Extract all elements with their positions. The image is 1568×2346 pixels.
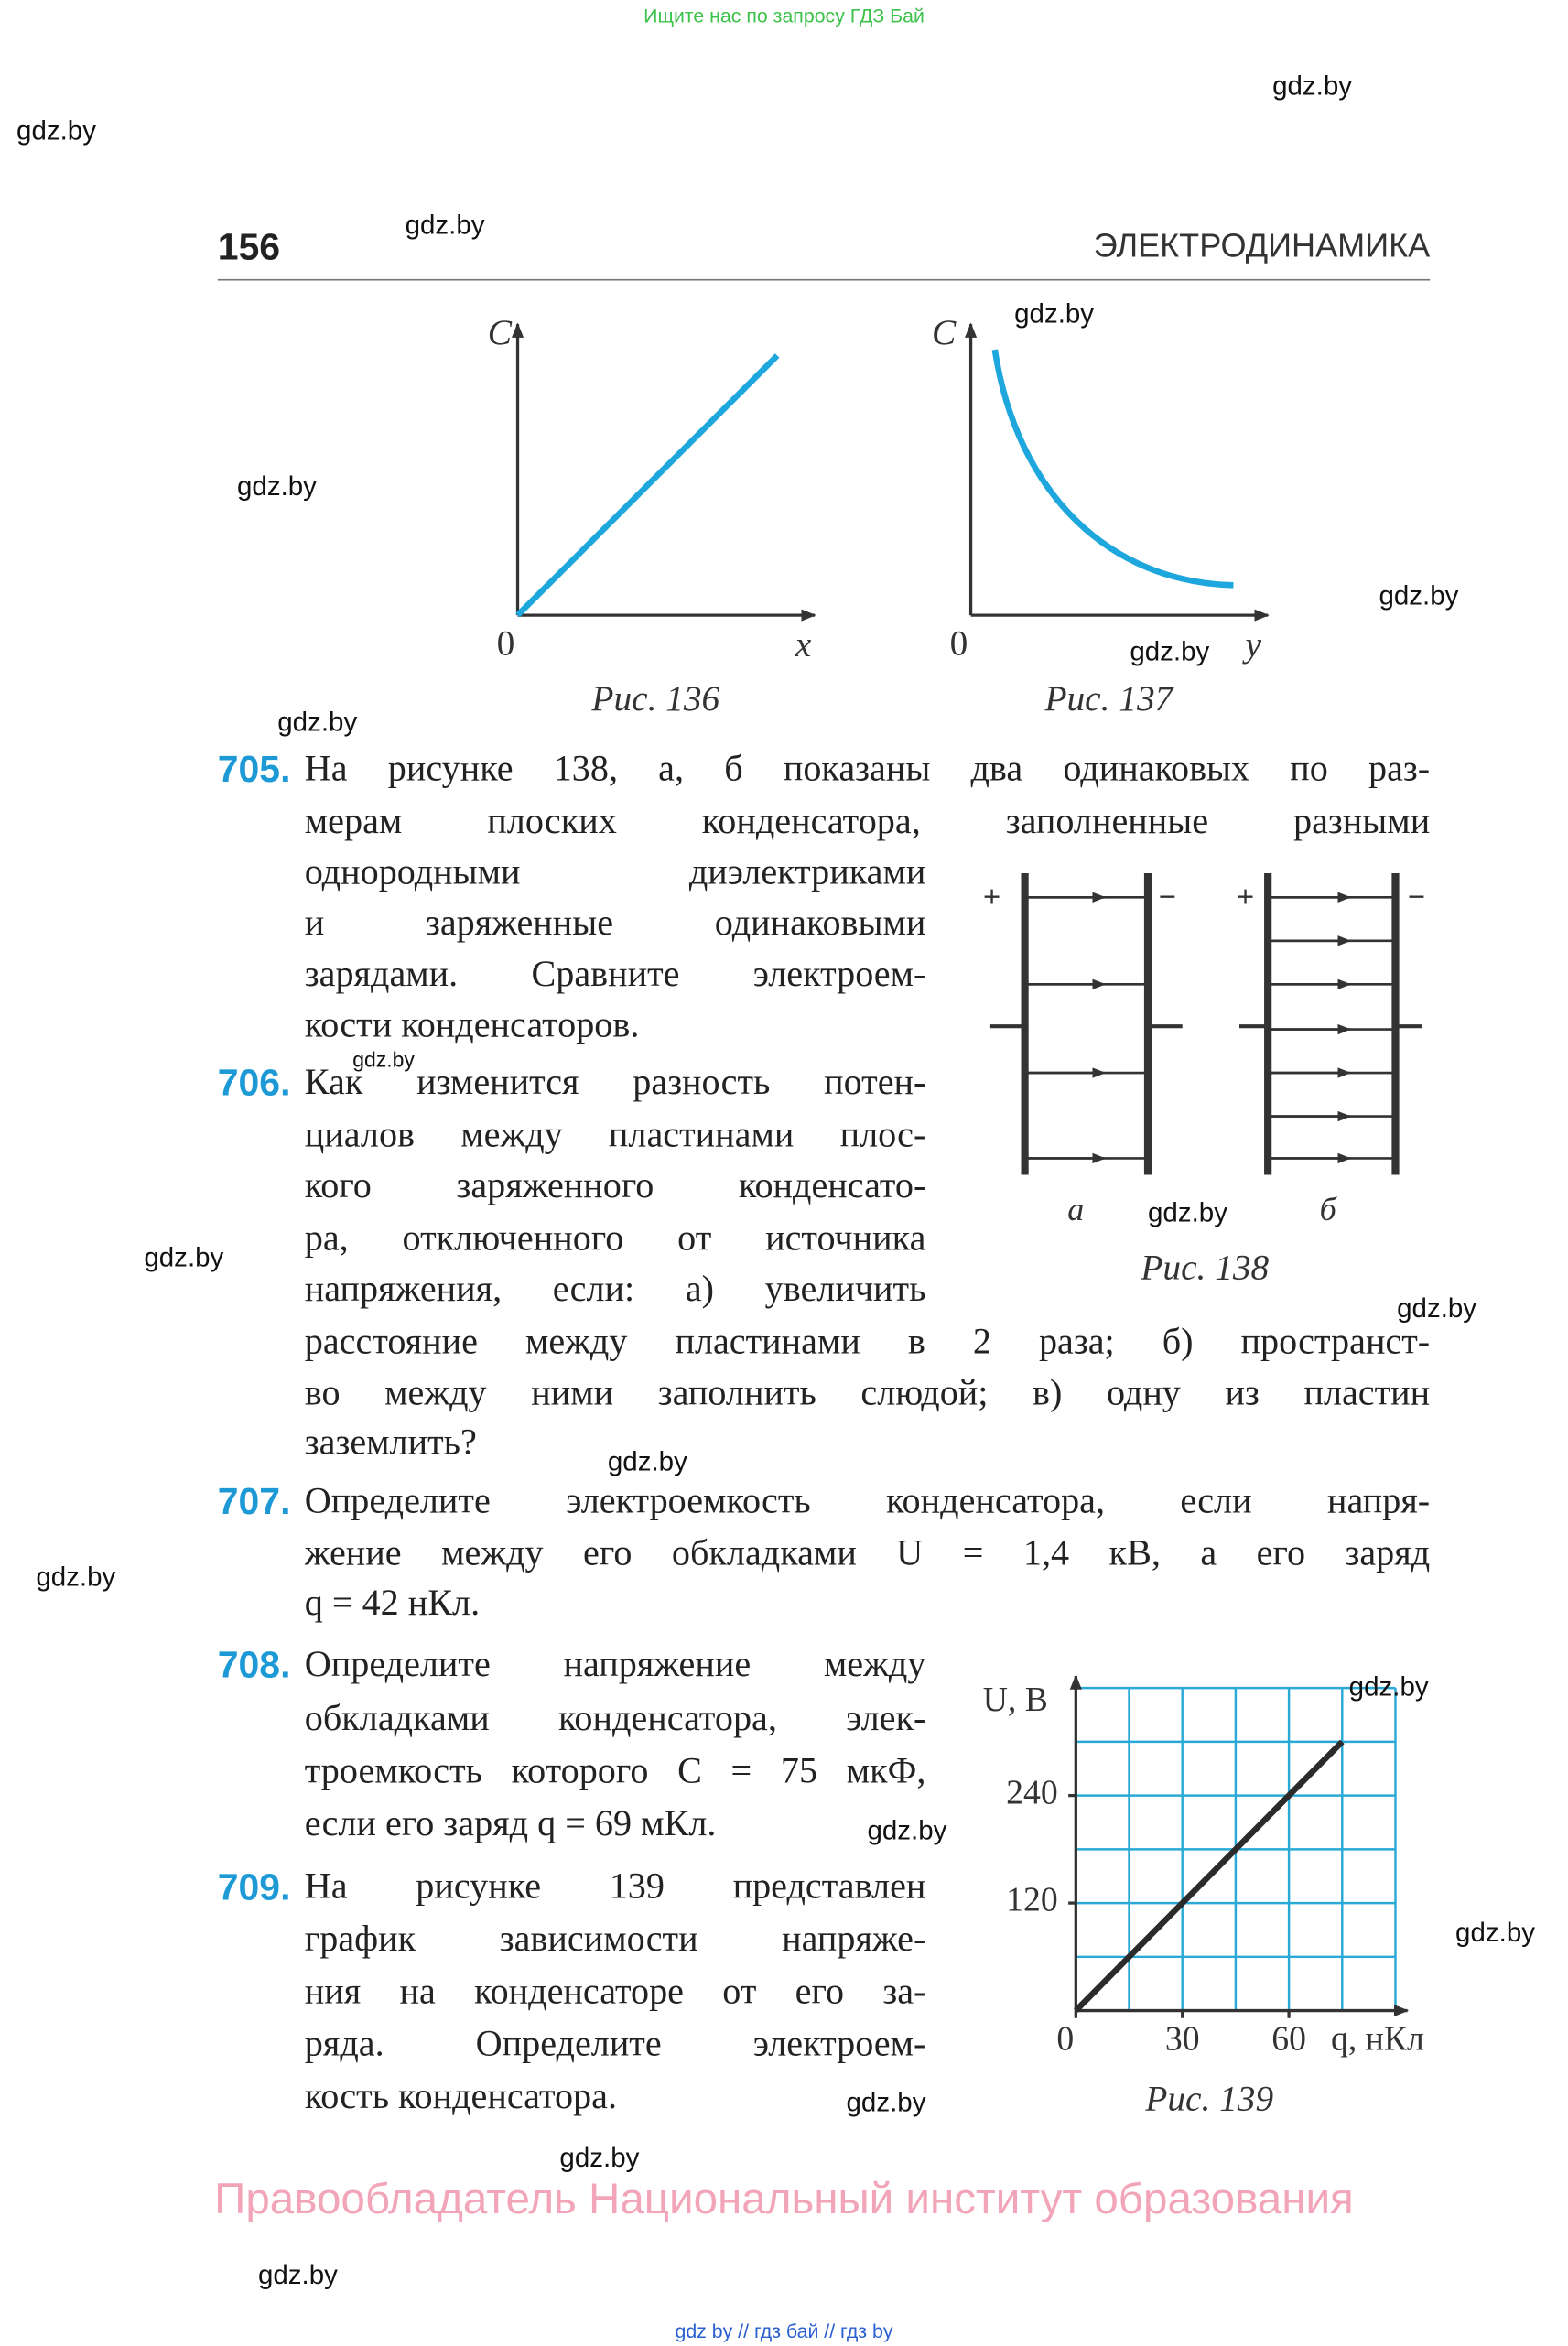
watermark: gdz.by	[1455, 1917, 1536, 1948]
problem-text: Определите электроемкость конденсатора, …	[304, 1480, 1431, 1522]
data-line	[1073, 1739, 1345, 2013]
top-banner: Ищите нас по запросу ГДЗ Бай	[643, 4, 925, 27]
problem-text: ряда. Определите электроем-	[304, 2024, 926, 2065]
caption: Рис. 139	[1144, 2079, 1273, 2119]
axis-label: x	[795, 624, 812, 665]
axis-label: C	[932, 312, 957, 352]
watermark: gdz.by	[1272, 70, 1353, 101]
origin-label: 0	[497, 623, 515, 664]
problem-text: и заряженные одинаковыми	[304, 903, 926, 945]
watermark: gdz.by	[846, 2087, 926, 2117]
page-number: 156	[217, 226, 281, 269]
problem-number: 709.	[217, 1866, 291, 1909]
watermark: gdz.by	[559, 2142, 640, 2173]
origin-label: 0	[950, 623, 968, 664]
problem-text: кого заряженного конденсато-	[304, 1165, 926, 1206]
watermark: gdz.by	[144, 1242, 224, 1273]
watermark: gdz.by	[1148, 1197, 1227, 1227]
minus-sign: −	[1408, 880, 1425, 914]
footer-links: gdz by // гдз бай // гдз by	[675, 2319, 893, 2342]
problem-number: 705.	[217, 748, 291, 791]
problem-text: график зависимости напряже-	[304, 1919, 926, 1960]
watermark: gdz.by	[1348, 1671, 1429, 1702]
y-tick-label: 240	[1006, 1773, 1058, 1811]
problem-number: 707.	[217, 1480, 291, 1523]
problem-text: обкладками конденсатора, элек-	[304, 1698, 926, 1739]
plus-sign: +	[1237, 880, 1254, 914]
y-axis-label: U, В	[983, 1681, 1048, 1719]
plus-sign: +	[983, 880, 1000, 914]
watermark: gdz.by	[16, 115, 96, 146]
watermark: gdz.by	[352, 1047, 415, 1072]
problem-text: заземлить?	[304, 1422, 477, 1464]
axis-label: y	[1242, 624, 1262, 665]
problem-text: однородными диэлектриками	[304, 852, 926, 893]
graph-line	[515, 353, 780, 618]
problem-text: во между ними заполнить слюдой; в) одну …	[304, 1372, 1431, 1414]
watermark: gdz.by	[1379, 580, 1459, 611]
problem-text: расстояние между пластинами в 2 раза; б)…	[304, 1322, 1431, 1363]
problem-number: 708.	[217, 1644, 291, 1687]
x-axis-label: q, нКл	[1331, 2020, 1424, 2059]
watermark: gdz.by	[1397, 1293, 1477, 1324]
y-tick-label: 120	[1006, 1881, 1058, 1919]
problem-text: напряжения, если: а) увеличить	[304, 1269, 926, 1311]
axis-label: C	[488, 312, 513, 352]
problem-text: если его заряд q = 69 мКл.	[304, 1803, 717, 1844]
problem-text: мерам плоских конденсатора, заполненные …	[304, 801, 1431, 842]
x-tick-label: 60	[1271, 2020, 1306, 2059]
watermark: gdz.by	[277, 707, 358, 737]
sub-label: б	[1320, 1191, 1338, 1227]
watermark: gdz.by	[1130, 636, 1210, 666]
problem-text: зарядами. Сравните электроем-	[304, 954, 926, 995]
watermark: gdz.by	[867, 1815, 947, 1846]
problem-text: кости конденсаторов.	[304, 1005, 640, 1046]
caption: Рис. 136	[590, 678, 719, 719]
chart: 0 30 60 120 240 U, В q, нКл Рис. 139	[983, 1674, 1424, 2119]
minus-sign: −	[1159, 880, 1176, 914]
header-rule	[217, 278, 1431, 281]
section-title: ЭЛЕКТРОДИНАМИКА	[1093, 226, 1431, 265]
problem-text: ния на конденсаторе от его за-	[304, 1971, 926, 2013]
problem-text: циалов между пластинами плос-	[304, 1114, 926, 1156]
problem-text: На рисунке 139 представлен	[304, 1866, 926, 1908]
problem-text: Как изменится разность потен-	[304, 1062, 926, 1103]
rights-notice: Правообладатель Национальный институт об…	[214, 2175, 1354, 2224]
problem-text: Определите напряжение между	[304, 1644, 926, 1685]
watermark: gdz.by	[257, 2259, 338, 2290]
problem-text: На рисунке 138, а, б показаны два одинак…	[304, 748, 1431, 790]
watermark: gdz.by	[236, 470, 317, 502]
x-tick-label: 30	[1165, 2020, 1200, 2059]
caption: Рис. 138	[1140, 1247, 1269, 1287]
watermark: gdz.by	[405, 210, 485, 241]
watermark: gdz.by	[607, 1446, 687, 1477]
problem-text: жение между его обкладками U = 1,4 кВ, а…	[304, 1533, 1431, 1574]
caption: Рис. 137	[1044, 678, 1174, 719]
watermark: gdz.by	[1014, 298, 1095, 329]
x-tick-label: 0	[1056, 2020, 1074, 2059]
watermark: gdz.by	[36, 1562, 116, 1593]
problem-text: ра, отключенного от источника	[304, 1218, 926, 1259]
problem-text: кость конденсатора.	[304, 2076, 618, 2117]
problem-number: 706.	[217, 1062, 291, 1105]
graph-curve	[991, 349, 1234, 589]
problem-text: q = 42 нКл.	[304, 1583, 481, 1624]
capacitors	[989, 873, 1422, 1175]
sub-label: а	[1067, 1191, 1084, 1227]
problem-text: троемкость которого C = 75 мкФ,	[304, 1750, 926, 1792]
